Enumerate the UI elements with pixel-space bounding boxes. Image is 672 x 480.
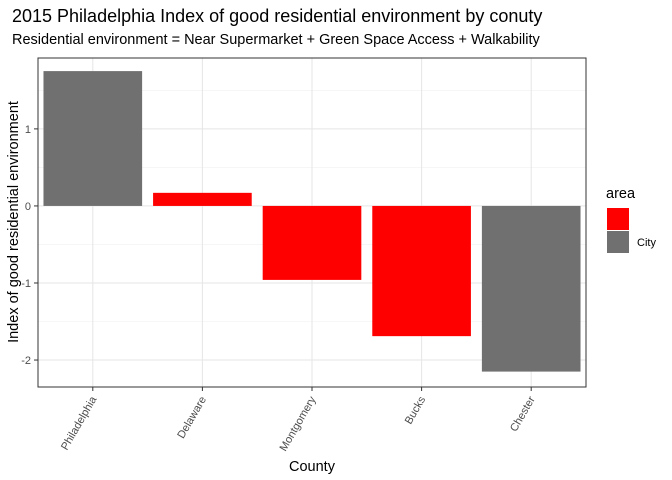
- y-tick-label: -1: [21, 278, 31, 290]
- chart-subtitle: Residential environment = Near Supermark…: [12, 32, 541, 48]
- bar-montgomery: [262, 205, 362, 280]
- bar-bucks: [372, 205, 471, 337]
- x-tick-label: Philadelphia: [59, 394, 100, 453]
- bar-chester: [481, 205, 581, 372]
- y-tick-label: -2: [21, 355, 31, 367]
- y-tick-label: 1: [25, 124, 31, 136]
- legend-title: area: [606, 186, 636, 202]
- bars: [43, 71, 581, 372]
- y-tick-label: 0: [25, 201, 31, 213]
- legend-entries: City: [607, 208, 656, 253]
- bar-delaware: [153, 192, 252, 206]
- plot-panel: [37, 57, 587, 388]
- legend: area City: [606, 186, 656, 253]
- x-tick-label: Montgomery: [278, 394, 319, 453]
- x-tick-label: Bucks: [403, 394, 429, 426]
- y-axis-ticks: -2 -1 0 1: [21, 124, 38, 367]
- x-axis-label: County: [289, 459, 336, 475]
- x-tick-label: Delaware: [175, 395, 209, 441]
- bar-philadelphia: [43, 71, 143, 206]
- y-axis-label: Index of good residential environment: [6, 101, 22, 343]
- chart-title: 2015 Philadelphia Index of good resident…: [12, 6, 542, 26]
- legend-key: [607, 231, 629, 253]
- legend-label: City: [637, 237, 656, 249]
- x-tick-label: Chester: [508, 394, 538, 434]
- x-axis-ticks: Philadelphia Delaware Montgomery Bucks Chest…: [59, 387, 538, 453]
- legend-key: [607, 208, 629, 230]
